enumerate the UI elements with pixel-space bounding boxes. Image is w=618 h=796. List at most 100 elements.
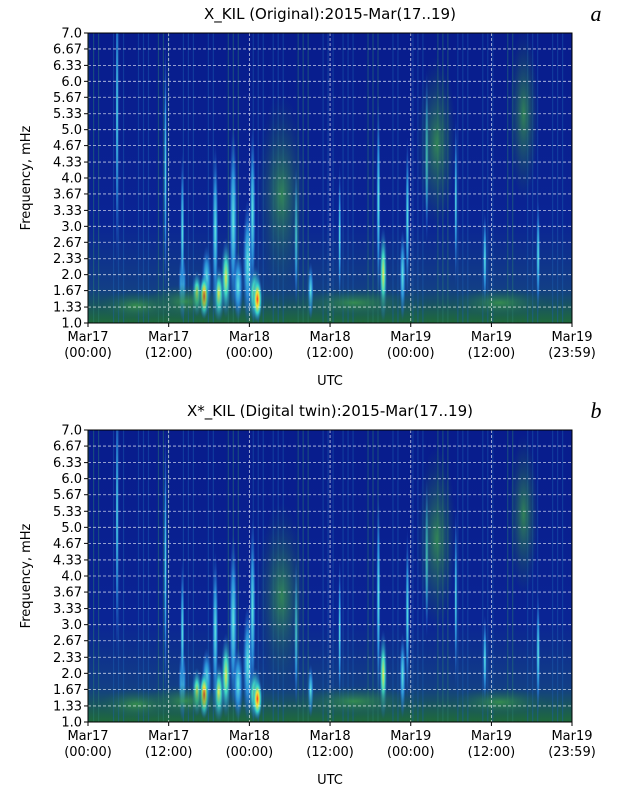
y-tick-label: 1.33 <box>53 301 82 316</box>
y-tick-label: 4.0 <box>61 570 82 585</box>
y-tick-label: 3.33 <box>53 204 82 219</box>
streak <box>557 430 559 722</box>
y-tick-label: 6.67 <box>53 42 82 57</box>
streak <box>487 430 489 722</box>
streak <box>512 430 514 722</box>
y-tick-label: 2.33 <box>53 651 82 666</box>
x-axis-label: UTC <box>317 773 343 788</box>
streak <box>482 430 484 722</box>
spectral-feature <box>163 38 167 300</box>
y-tick-label: 1.33 <box>53 699 82 714</box>
streak <box>552 33 554 323</box>
streak <box>507 430 509 722</box>
streak <box>417 430 419 722</box>
y-tick-label: 1.0 <box>61 317 82 332</box>
x-tick-label: Mar19 (00:00) <box>387 729 435 760</box>
streak <box>492 33 494 323</box>
streak <box>507 33 509 323</box>
spectral-feature <box>482 210 487 310</box>
x-tick-label: Mar17 (00:00) <box>64 330 112 361</box>
spectral-feature <box>233 251 244 321</box>
y-tick-label: 3.33 <box>53 602 82 617</box>
spectral-feature <box>536 592 541 715</box>
x-axis-label: UTC <box>317 374 343 389</box>
spectral-feature <box>376 99 381 303</box>
spectral-feature <box>212 143 219 318</box>
streak <box>462 33 464 323</box>
streak <box>562 33 564 323</box>
spectral-feature <box>482 614 487 706</box>
y-tick-label: 3.0 <box>61 618 82 633</box>
y-tick-label: 4.33 <box>53 156 82 171</box>
panel: X_KIL (Original):2015-Mar(17..19) a 1.01.3… <box>19 1 602 389</box>
y-tick-label: 3.0 <box>61 220 82 235</box>
x-tick-label: Mar17 (12:00) <box>145 330 193 361</box>
streak <box>492 430 494 722</box>
streak <box>562 430 564 722</box>
x-tick-label: Mar18 (12:00) <box>306 729 354 760</box>
streak <box>397 33 399 323</box>
spectral-feature <box>115 430 119 665</box>
x-tick-label: Mar18 (12:00) <box>306 330 354 361</box>
streak <box>467 430 469 722</box>
x-tick-label: Mar19 (12:00) <box>468 729 516 760</box>
streak <box>417 33 419 323</box>
y-tick-label: 4.33 <box>53 553 82 568</box>
x-tick-label: Mar19 (12:00) <box>468 330 516 361</box>
spectral-feature <box>338 163 342 309</box>
streak <box>512 33 514 323</box>
x-tick-label: Mar18 (00:00) <box>226 330 274 361</box>
streak <box>412 33 414 323</box>
x-tick-label: Mar18 (00:00) <box>226 729 274 760</box>
spectral-feature <box>212 550 219 712</box>
spectral-feature <box>536 198 541 315</box>
y-tick-label: 4.67 <box>53 139 82 154</box>
streak <box>392 430 394 722</box>
y-tick-label: 7.0 <box>61 27 82 42</box>
spectral-feature <box>508 33 539 202</box>
y-tick-label: 3.67 <box>53 187 82 202</box>
spectral-feature <box>115 33 119 274</box>
y-tick-label: 6.67 <box>53 440 82 455</box>
y-axis-label: Frequency, mHz <box>19 125 34 230</box>
spectral-feature <box>96 291 177 321</box>
y-tick-label: 1.67 <box>53 284 82 299</box>
spectral-feature <box>256 502 307 691</box>
spectral-feature <box>249 517 256 702</box>
spectral-feature <box>180 151 185 314</box>
spectral-feature <box>252 677 263 721</box>
y-axis-label: Frequency, mHz <box>19 523 34 628</box>
streak <box>397 430 399 722</box>
spectral-feature <box>376 490 381 705</box>
y-tick-label: 6.0 <box>61 75 82 90</box>
spectral-feature <box>405 528 410 701</box>
streak <box>462 430 464 722</box>
spectral-feature <box>163 430 167 703</box>
chart-title: X*_KIL (Digital twin):2015-Mar(17..19) <box>187 402 473 421</box>
x-tick-label: Mar19 (23:59) <box>548 330 596 361</box>
x-tick-label: Mar17 (00:00) <box>64 729 112 760</box>
spectral-feature <box>449 688 550 716</box>
spectral-feature <box>416 447 457 632</box>
y-tick-label: 6.33 <box>53 456 82 471</box>
streak <box>467 33 469 323</box>
streak <box>552 430 554 722</box>
y-tick-label: 7.0 <box>61 424 82 439</box>
streak <box>392 33 394 323</box>
x-tick-label: Mar17 (12:00) <box>145 729 193 760</box>
spectral-feature <box>294 288 415 318</box>
panel-label: a <box>591 1 602 26</box>
y-tick-label: 5.33 <box>53 107 82 122</box>
y-tick-label: 5.67 <box>53 91 82 106</box>
y-tick-label: 6.33 <box>53 59 82 74</box>
spectral-feature <box>252 276 263 323</box>
spectral-feature <box>338 556 342 710</box>
chart-title: X_KIL (Original):2015-Mar(17..19) <box>204 5 456 24</box>
y-tick-label: 2.0 <box>61 268 82 283</box>
y-tick-label: 2.33 <box>53 252 82 267</box>
x-tick-label: Mar19 (23:59) <box>548 729 596 760</box>
y-tick-label: 4.0 <box>61 172 82 187</box>
streak <box>457 33 459 323</box>
y-tick-label: 5.67 <box>53 488 82 503</box>
streak <box>557 33 559 323</box>
